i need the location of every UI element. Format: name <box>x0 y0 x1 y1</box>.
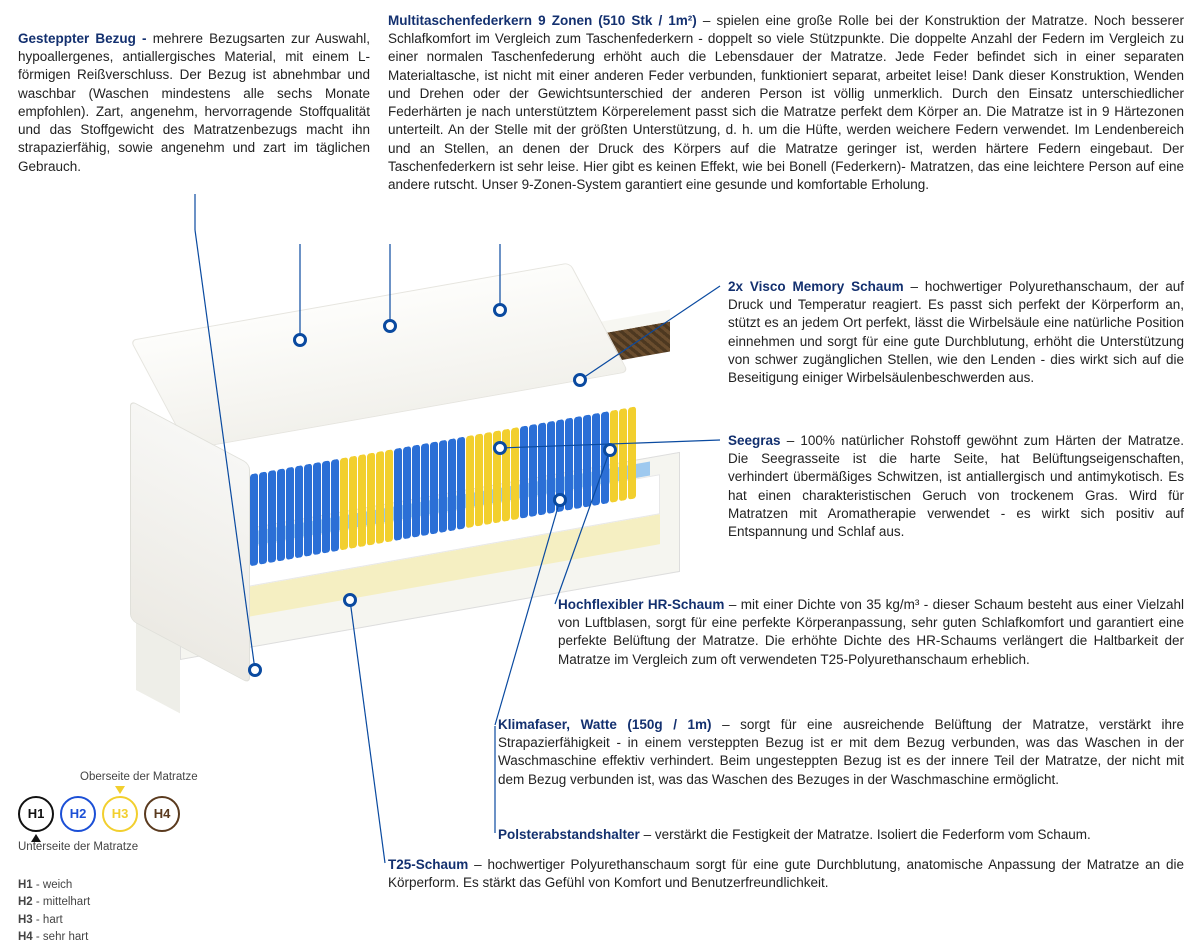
desc-polster: Polsterabstandshalter – verstärkt die Fe… <box>498 826 1184 844</box>
spring <box>430 441 438 534</box>
spring <box>574 416 582 509</box>
spring <box>583 414 591 507</box>
desc-t25-title: T25-Schaum <box>388 857 468 872</box>
spring <box>358 454 366 547</box>
spring <box>421 443 429 536</box>
desc-seagrass-title: Seegras <box>728 433 781 448</box>
spring <box>538 422 546 515</box>
spring <box>286 467 294 560</box>
firmness-list-item: H1 - weich <box>18 877 198 894</box>
spring <box>259 471 267 564</box>
desc-seagrass: Seegras – 100% natürlicher Rohstoff gewö… <box>728 432 1184 541</box>
spring <box>520 425 528 518</box>
spring <box>448 438 456 531</box>
callout-dot <box>603 443 617 457</box>
firmness-circle: H2 <box>60 796 96 832</box>
spring <box>268 470 276 563</box>
desc-seagrass-body: – 100% natürlicher Rohstoff gewöhnt zum … <box>728 433 1184 539</box>
firmness-list: H1 - weichH2 - mittelhartH3 - hartH4 - s… <box>18 877 198 946</box>
desc-multispring-title: Multitaschenfederkern 9 Zonen (510 Stk /… <box>388 13 697 28</box>
desc-klimafaser: Klimafaser, Watte (150g / 1m) – sorgt fü… <box>498 716 1184 789</box>
desc-multispring: Multitaschenfederkern 9 Zonen (510 Stk /… <box>388 12 1184 194</box>
firmness-label-top: Oberseite der Matratze <box>80 770 198 786</box>
spring <box>511 427 519 520</box>
firmness-circle: H1 <box>18 796 54 832</box>
desc-multispring-body: – spielen eine große Rolle bei der Konst… <box>388 13 1184 192</box>
desc-polster-body: – verstärkt die Festigkeit der Matratze.… <box>644 827 1091 842</box>
spring <box>403 446 411 539</box>
spring <box>304 463 312 556</box>
firmness-list-item: H3 - hart <box>18 912 198 929</box>
spring <box>412 444 420 537</box>
spring <box>349 456 357 549</box>
spring <box>466 435 474 528</box>
firmness-circle: H4 <box>144 796 180 832</box>
firmness-list-item: H4 - sehr hart <box>18 929 198 946</box>
desc-visco-body: – hochwertiger Polyurethanschaum, der au… <box>728 279 1184 385</box>
desc-cover-body: mehrere Bezugsarten zur Auswahl, hypoall… <box>18 31 370 174</box>
firmness-circles: H1H2H3H4 <box>18 796 198 832</box>
callout-dot <box>493 441 507 455</box>
callout-dot <box>293 333 307 347</box>
firmness-list-item: H2 - mittelhart <box>18 894 198 911</box>
spring <box>619 408 627 501</box>
spring <box>475 433 483 526</box>
spring <box>367 452 375 545</box>
spring <box>322 460 330 553</box>
firmness-circle: H3 <box>102 796 138 832</box>
spring <box>376 451 384 544</box>
spring <box>295 465 303 558</box>
callout-dot <box>383 319 397 333</box>
callout-dot <box>553 493 567 507</box>
spring <box>394 448 402 541</box>
desc-cover: Gesteppter Bezug - mehrere Bezugsarten z… <box>18 30 370 176</box>
desc-visco: 2x Visco Memory Schaum – hochwertiger Po… <box>728 278 1184 387</box>
spring <box>313 462 321 555</box>
spring <box>457 436 465 529</box>
spring <box>529 424 537 517</box>
spring <box>592 413 600 506</box>
desc-klimafaser-title: Klimafaser, Watte (150g / 1m) <box>498 717 712 732</box>
desc-visco-title: 2x Visco Memory Schaum <box>728 279 904 294</box>
spring <box>601 411 609 504</box>
spring <box>340 457 348 550</box>
spring <box>439 440 447 533</box>
firmness-label-bottom: Unterseite der Matratze <box>18 840 198 856</box>
callout-dot <box>248 663 262 677</box>
spring <box>484 432 492 525</box>
callout-dot <box>343 593 357 607</box>
desc-t25-body: – hochwertiger Polyurethanschaum sorgt f… <box>388 857 1184 890</box>
callout-dot <box>573 373 587 387</box>
spring <box>277 468 285 561</box>
spring <box>385 449 393 542</box>
desc-t25: T25-Schaum – hochwertiger Polyurethansch… <box>388 856 1184 892</box>
mattress-diagram <box>110 280 690 680</box>
spring <box>628 406 636 499</box>
spring <box>331 459 339 552</box>
desc-cover-title: Gesteppter Bezug - <box>18 31 153 46</box>
callout-dot <box>493 303 507 317</box>
firmness-legend: Oberseite der Matratze H1H2H3H4 Untersei… <box>18 770 198 946</box>
spring <box>250 473 258 566</box>
desc-polster-title: Polsterabstandshalter <box>498 827 640 842</box>
